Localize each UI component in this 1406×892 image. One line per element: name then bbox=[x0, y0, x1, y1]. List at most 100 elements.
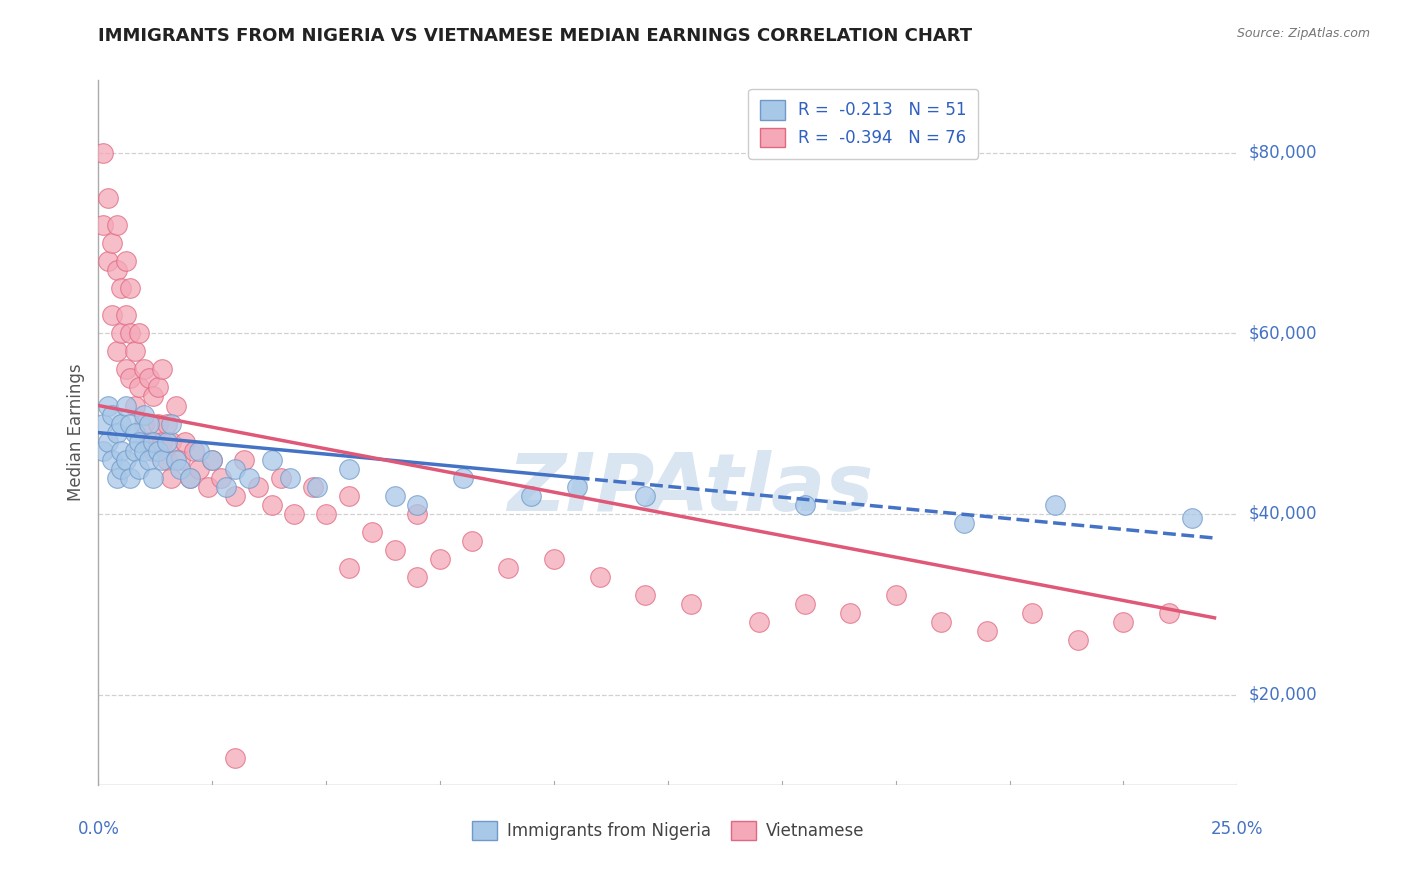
Point bbox=[793, 498, 815, 512]
Point bbox=[156, 434, 179, 449]
Point bbox=[565, 480, 588, 494]
Point bbox=[169, 462, 191, 476]
Point bbox=[179, 471, 201, 485]
Point bbox=[120, 471, 142, 485]
Point bbox=[315, 507, 337, 521]
Point bbox=[142, 389, 165, 403]
Point bbox=[110, 417, 132, 431]
Legend: Immigrants from Nigeria, Vietnamese: Immigrants from Nigeria, Vietnamese bbox=[465, 814, 870, 847]
Point bbox=[451, 471, 474, 485]
Point bbox=[1021, 607, 1043, 621]
Point bbox=[160, 417, 183, 431]
Text: Source: ZipAtlas.com: Source: ZipAtlas.com bbox=[1237, 27, 1371, 40]
Point bbox=[114, 308, 136, 322]
Point bbox=[101, 452, 124, 467]
Point bbox=[588, 570, 610, 584]
Point bbox=[128, 326, 150, 341]
Point bbox=[128, 380, 150, 394]
Point bbox=[201, 452, 224, 467]
Y-axis label: Median Earnings: Median Earnings bbox=[66, 364, 84, 501]
Point bbox=[337, 561, 360, 575]
Point bbox=[520, 489, 543, 503]
Point bbox=[110, 281, 132, 295]
Point bbox=[260, 452, 283, 467]
Point bbox=[150, 434, 173, 449]
Point bbox=[953, 516, 976, 530]
Point bbox=[142, 471, 165, 485]
Point bbox=[110, 326, 132, 341]
Point bbox=[406, 498, 429, 512]
Point bbox=[142, 443, 165, 458]
Point bbox=[201, 452, 224, 467]
Point bbox=[96, 434, 118, 449]
Point bbox=[132, 443, 155, 458]
Text: 25.0%: 25.0% bbox=[1211, 820, 1264, 838]
Point bbox=[150, 362, 173, 376]
Point bbox=[283, 507, 305, 521]
Point bbox=[105, 471, 128, 485]
Point bbox=[138, 371, 160, 385]
Point bbox=[138, 452, 160, 467]
Point bbox=[156, 452, 179, 467]
Point bbox=[132, 408, 155, 422]
Point bbox=[406, 570, 429, 584]
Point bbox=[124, 344, 146, 359]
Point bbox=[337, 462, 360, 476]
Point bbox=[91, 417, 114, 431]
Point bbox=[406, 507, 429, 521]
Point bbox=[128, 462, 150, 476]
Point bbox=[839, 607, 862, 621]
Point bbox=[105, 344, 128, 359]
Point bbox=[160, 434, 183, 449]
Point bbox=[160, 471, 183, 485]
Point bbox=[1157, 607, 1180, 621]
Point bbox=[91, 145, 114, 160]
Point bbox=[120, 326, 142, 341]
Point bbox=[337, 489, 360, 503]
Point bbox=[142, 434, 165, 449]
Point bbox=[132, 417, 155, 431]
Point bbox=[101, 308, 124, 322]
Point bbox=[105, 263, 128, 277]
Point bbox=[1112, 615, 1135, 630]
Point bbox=[1067, 633, 1090, 648]
Point bbox=[96, 254, 118, 268]
Point bbox=[91, 443, 114, 458]
Point bbox=[132, 362, 155, 376]
Point bbox=[278, 471, 301, 485]
Point bbox=[105, 425, 128, 440]
Point bbox=[120, 281, 142, 295]
Point bbox=[461, 534, 484, 549]
Point bbox=[187, 462, 209, 476]
Point bbox=[128, 434, 150, 449]
Point bbox=[748, 615, 770, 630]
Point bbox=[156, 417, 179, 431]
Point bbox=[165, 452, 187, 467]
Point bbox=[384, 543, 406, 558]
Point bbox=[169, 452, 191, 467]
Text: $60,000: $60,000 bbox=[1249, 325, 1317, 343]
Point bbox=[634, 489, 657, 503]
Point bbox=[976, 624, 998, 639]
Point bbox=[120, 371, 142, 385]
Point bbox=[224, 751, 246, 765]
Point bbox=[96, 399, 118, 413]
Point bbox=[301, 480, 323, 494]
Point bbox=[114, 362, 136, 376]
Point bbox=[146, 417, 169, 431]
Point bbox=[101, 235, 124, 250]
Point bbox=[105, 218, 128, 232]
Point bbox=[307, 480, 329, 494]
Point bbox=[91, 218, 114, 232]
Point bbox=[1181, 511, 1204, 525]
Point bbox=[124, 399, 146, 413]
Point bbox=[187, 443, 209, 458]
Point bbox=[124, 425, 146, 440]
Point bbox=[209, 471, 232, 485]
Point bbox=[110, 462, 132, 476]
Point bbox=[114, 399, 136, 413]
Point bbox=[138, 417, 160, 431]
Point bbox=[679, 597, 702, 611]
Text: $40,000: $40,000 bbox=[1249, 505, 1317, 523]
Point bbox=[238, 471, 260, 485]
